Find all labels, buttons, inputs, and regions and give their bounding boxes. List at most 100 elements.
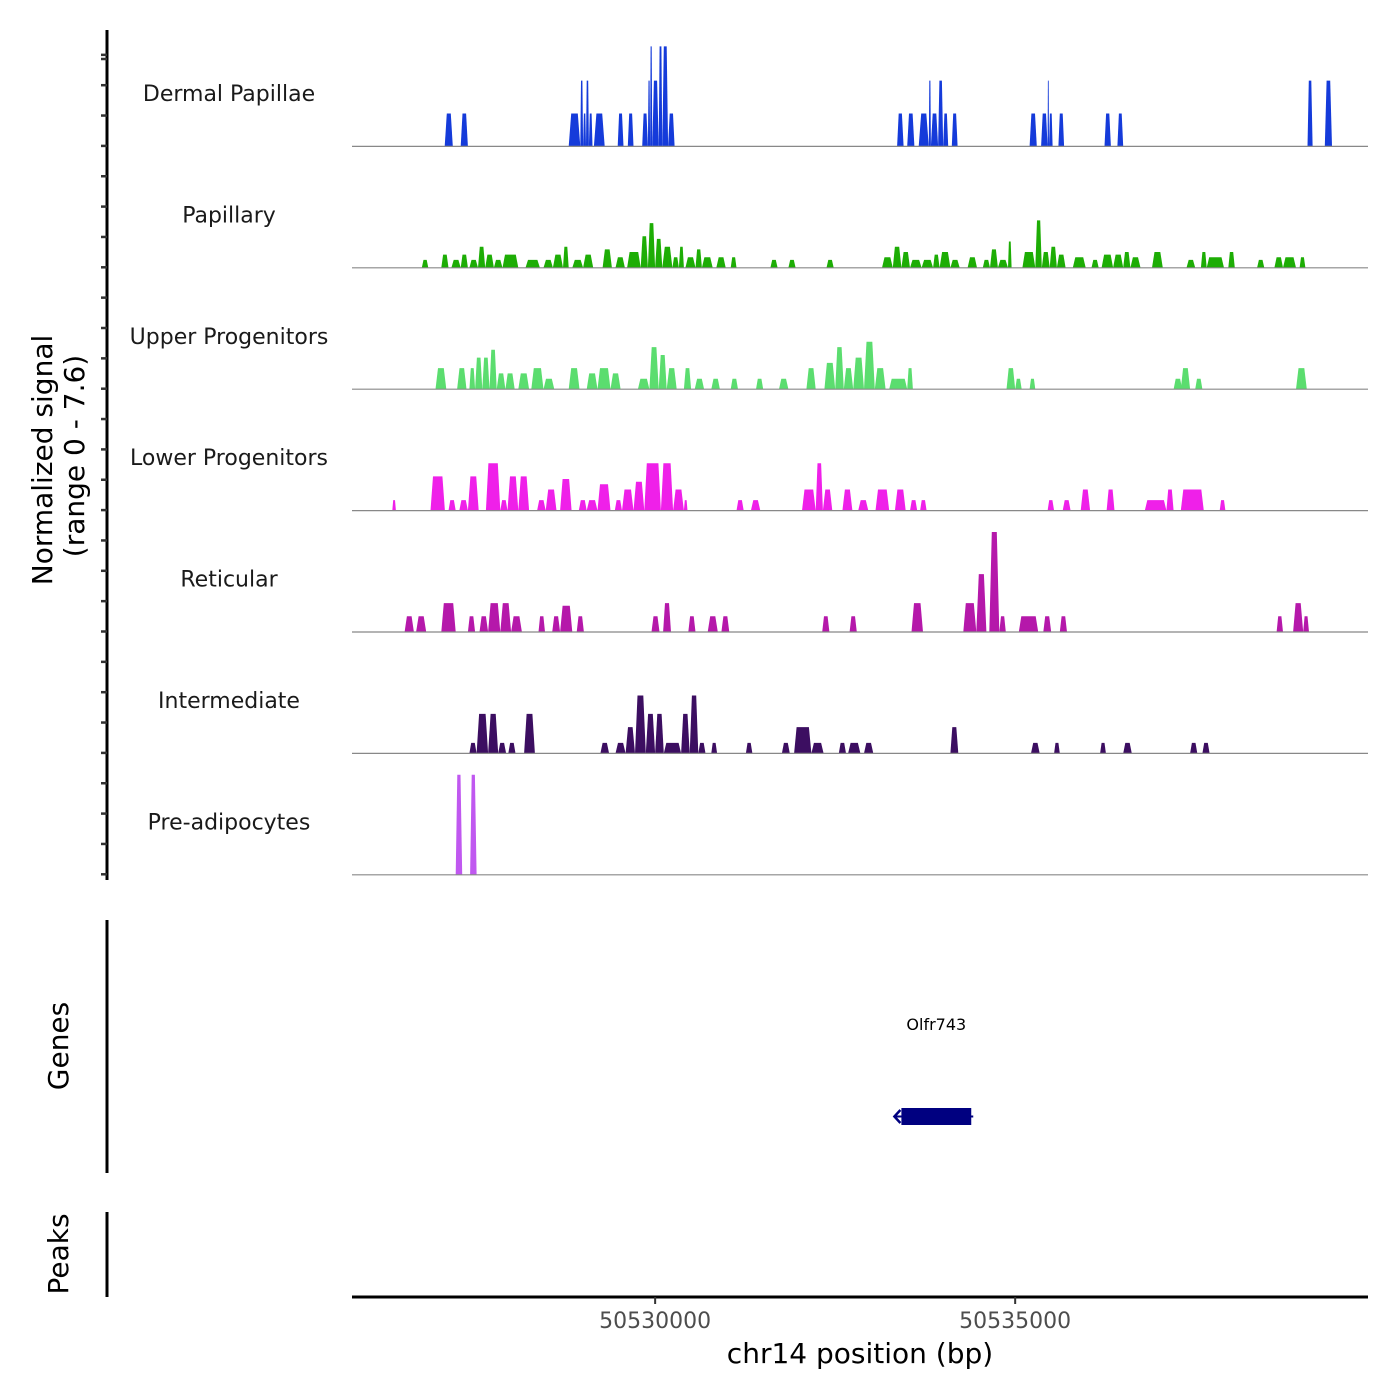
coverage-peak: [707, 616, 718, 632]
coverage-peak: [493, 259, 503, 268]
coverage-peak: [1047, 80, 1049, 147]
coverage-peak: [586, 80, 589, 147]
coverage-peak: [1180, 489, 1204, 511]
coverage-peak: [627, 113, 634, 147]
coverage-peak: [1117, 113, 1124, 147]
coverage-peak: [469, 259, 478, 268]
track-reticular: Reticular: [180, 532, 1368, 633]
coverage-peak: [640, 236, 648, 268]
genes-panel-label: Genes: [42, 1002, 75, 1090]
coverage-peak: [1190, 742, 1198, 754]
coverage-peak: [910, 500, 918, 511]
coverage-peak: [711, 378, 720, 390]
coverage-peak: [930, 113, 939, 147]
coverage-peak: [901, 252, 910, 268]
coverage-peak: [543, 378, 555, 390]
strand-arrow-icon: [892, 1109, 902, 1124]
coverage-peak: [500, 603, 512, 632]
coverage-peak: [1047, 500, 1055, 511]
coverage-peak: [1202, 742, 1210, 754]
coverage-peak: [1303, 616, 1309, 632]
coverage-peak: [894, 489, 906, 511]
coverage-peak: [920, 500, 927, 511]
coverage-peak: [451, 259, 461, 268]
coverage-peak: [617, 113, 624, 147]
coverage-peak: [650, 46, 653, 147]
track-label: Dermal Papillae: [143, 82, 315, 107]
coverage-peak: [578, 500, 587, 511]
coverage-peak: [552, 254, 563, 268]
coverage-peak: [678, 246, 684, 268]
coverage-peak: [552, 616, 561, 632]
coverage-peak: [545, 489, 557, 511]
coverage-peak: [1228, 252, 1235, 268]
coverage-peak: [824, 362, 836, 390]
coverage-peak: [615, 742, 626, 754]
coverage-peak: [1283, 257, 1296, 268]
coverage-peak: [1008, 241, 1012, 268]
coverage-peak: [666, 368, 677, 390]
coverage-peak: [1206, 257, 1224, 268]
coverage-peak: [967, 257, 977, 268]
track-label: Intermediate: [158, 689, 300, 714]
coverage-peak: [563, 246, 569, 268]
coverage-peak: [1180, 368, 1191, 390]
coverage-peak: [1106, 489, 1115, 511]
coverage-peak: [1104, 113, 1111, 147]
coverage-peak: [583, 254, 594, 268]
coverage-peak: [1015, 378, 1022, 390]
coverage-peak: [1299, 257, 1306, 268]
coverage-peak: [963, 603, 977, 632]
coverage-peak: [672, 257, 679, 268]
coverage-peak: [950, 727, 959, 754]
coverage-peak: [1276, 616, 1283, 632]
track-upper-progenitors: Upper Progenitors: [130, 325, 1368, 390]
coverage-peak: [531, 368, 544, 390]
coverage-peak: [635, 695, 646, 754]
coverage-peak: [1173, 378, 1183, 390]
coverage-peak: [694, 378, 705, 390]
coverage-peak: [1166, 489, 1174, 511]
coverage-peak: [543, 259, 553, 268]
coverage-peak: [989, 532, 1000, 632]
coverage-peak: [756, 378, 764, 390]
coverage-peak: [911, 603, 923, 632]
coverage-peak: [1018, 616, 1039, 632]
track-pre-adipocytes: Pre-adipocytes: [148, 774, 1368, 876]
coverage-peak: [976, 574, 987, 632]
coverage-peak: [1307, 80, 1313, 147]
coverage-peak: [593, 113, 605, 147]
coverage-peak: [482, 357, 490, 390]
coverage-peak: [647, 80, 651, 147]
coverage-peak: [897, 113, 904, 147]
coverage-peak: [658, 355, 667, 390]
coverage-peak: [488, 603, 501, 632]
coverage-peak: [938, 80, 944, 147]
coverage-peak: [864, 742, 874, 754]
coverage-peak: [730, 257, 737, 268]
coverage-peak: [475, 357, 483, 390]
coverage-peak: [997, 259, 1008, 268]
coverage-peak: [505, 373, 515, 390]
coverage-peak: [588, 113, 593, 147]
coverage-peak: [444, 113, 453, 147]
coverage-peak: [435, 368, 447, 390]
coverage-peak: [652, 80, 659, 147]
coverage-peak: [500, 500, 508, 511]
coverage-peak: [478, 246, 486, 268]
coverage-peak: [496, 373, 506, 390]
coverage-peak: [597, 484, 611, 511]
coverage-peak: [518, 373, 530, 390]
coverage-peak: [560, 605, 573, 632]
coverage-peak: [1035, 220, 1042, 268]
track-label: Reticular: [180, 568, 278, 593]
coverage-peak: [1031, 742, 1040, 754]
coverage-peak: [1123, 252, 1131, 268]
coverage-peak: [476, 713, 489, 754]
coverage-peak: [568, 368, 580, 390]
coverage-peak: [1130, 257, 1141, 268]
coverage-peak: [600, 742, 610, 754]
coverage-peak: [1043, 616, 1052, 632]
coverage-peak: [448, 500, 456, 511]
coverage-peak: [826, 259, 834, 268]
